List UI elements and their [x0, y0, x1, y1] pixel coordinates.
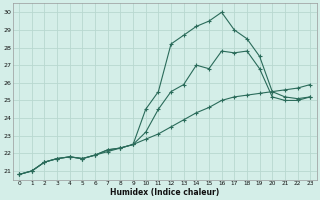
X-axis label: Humidex (Indice chaleur): Humidex (Indice chaleur) [110, 188, 219, 197]
